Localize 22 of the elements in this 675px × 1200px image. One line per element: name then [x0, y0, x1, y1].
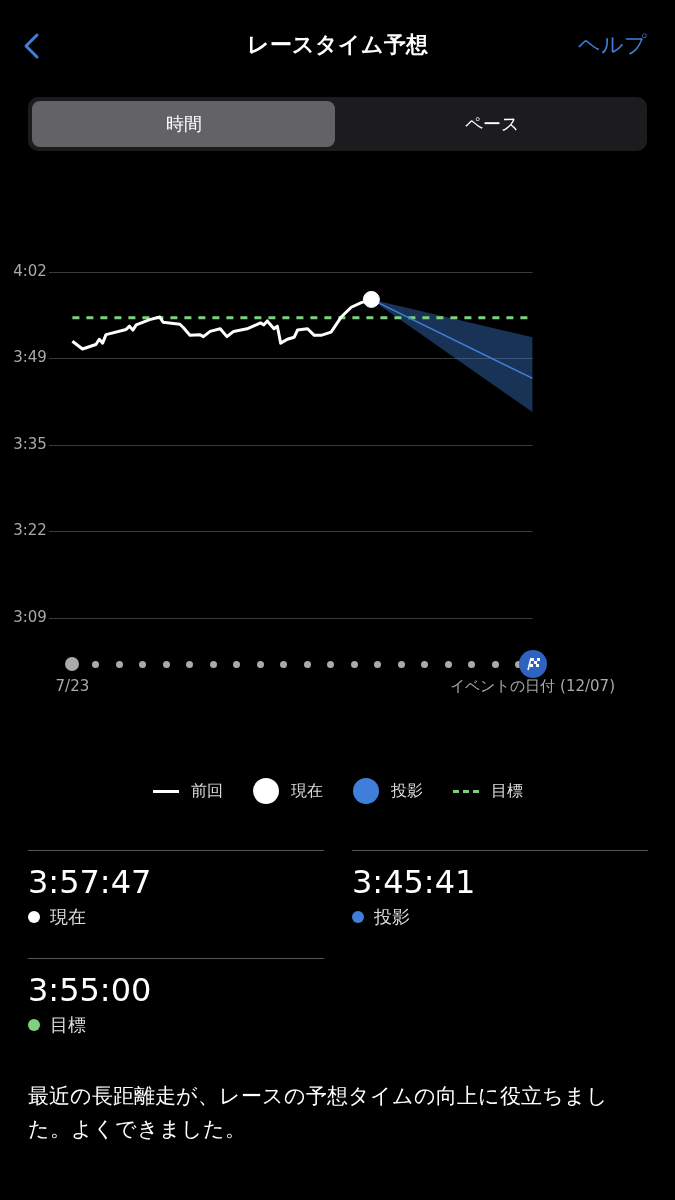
- text: 目標: [50, 1013, 86, 1037]
- y-tick-label: 4:02: [13, 261, 47, 280]
- text: 3:57:47: [28, 863, 153, 901]
- x-tick-label: 7/23: [55, 676, 90, 695]
- y-tick-label: 3:09: [13, 607, 47, 626]
- text: 投影: [374, 905, 410, 929]
- y-tick-label: 3:22: [13, 521, 47, 540]
- legend-label: 前回: [190, 780, 223, 802]
- text: 3:55:00: [28, 971, 153, 1009]
- text: ペース: [463, 112, 520, 136]
- legend-label: 現在: [290, 780, 323, 802]
- legend-label: 投影: [390, 780, 423, 802]
- text: 3:45:41: [352, 863, 477, 901]
- text: 時間: [32, 101, 335, 147]
- legend-label: 目標: [490, 780, 523, 802]
- text: 最近の長距離走が、レースの予想タイムの向上に役立ちました。よくできました。: [28, 1083, 609, 1143]
- text: ヘルプ: [578, 31, 647, 59]
- text: 現在: [50, 905, 86, 929]
- x-tick-label: イベントの日付 (12/07): [450, 676, 615, 695]
- chart-title: レースタイム予想: [247, 32, 428, 57]
- y-tick-label: 3:35: [13, 434, 47, 453]
- y-tick-label: 3:49: [13, 348, 47, 367]
